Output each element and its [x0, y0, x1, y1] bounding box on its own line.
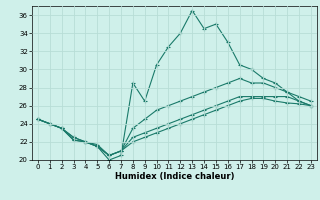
X-axis label: Humidex (Indice chaleur): Humidex (Indice chaleur): [115, 172, 234, 181]
